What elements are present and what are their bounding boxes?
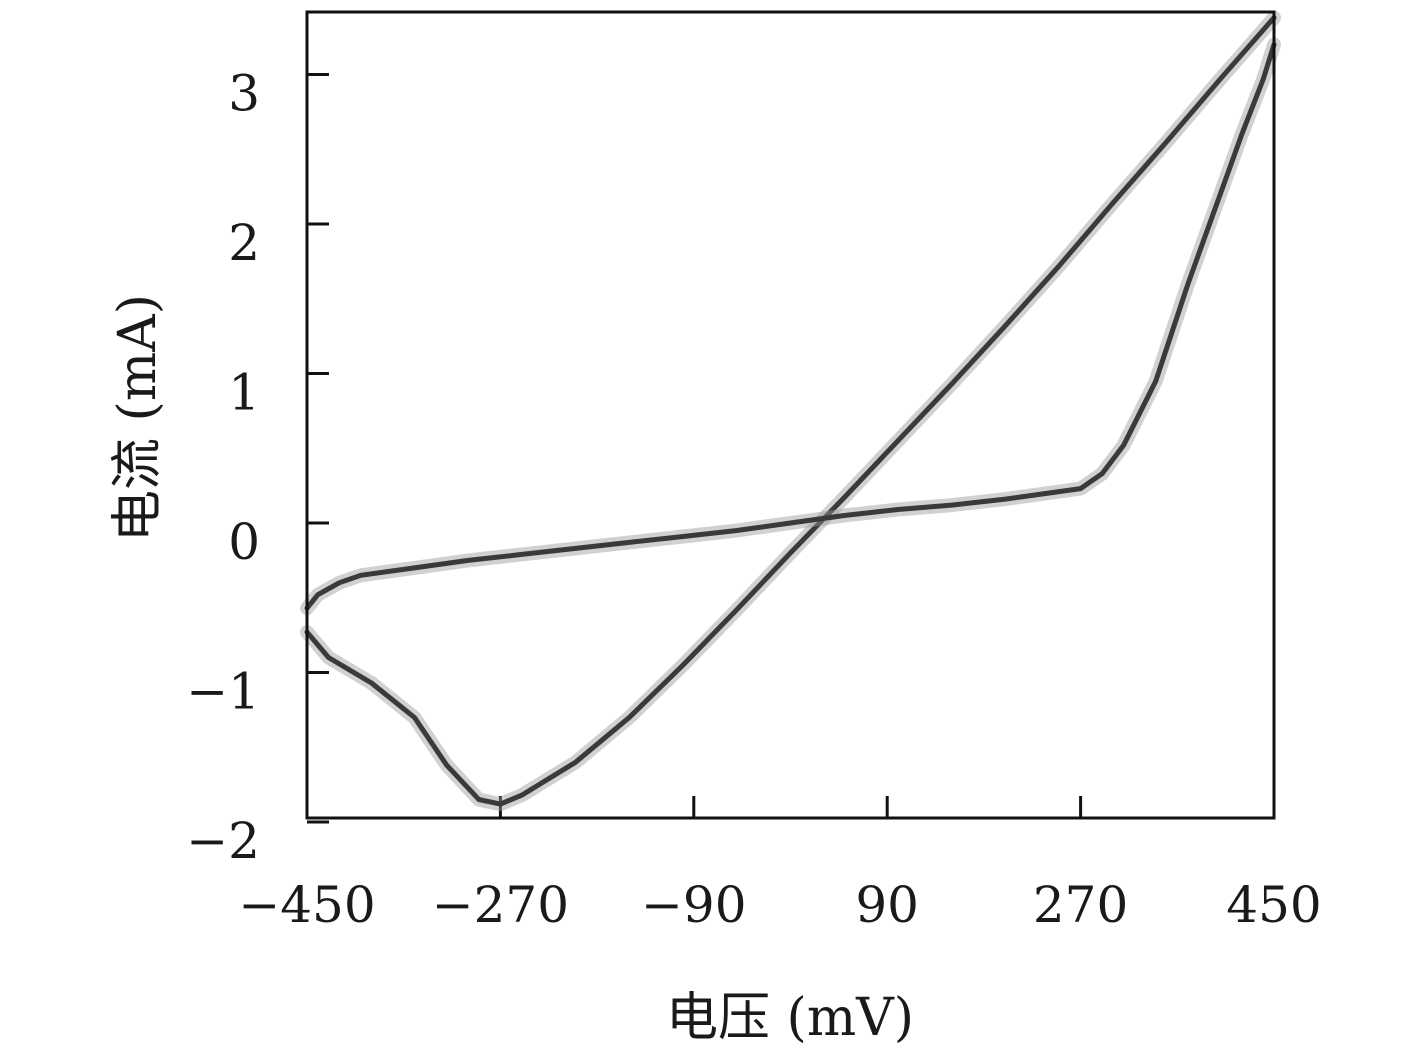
tick-labels-group: −450 −270 −90 90 270 450 −2 −1 0 1 2 3 [186, 65, 1321, 935]
y-tick-label: 3 [228, 65, 260, 123]
y-tick-label: 1 [228, 364, 260, 422]
x-tick-label: −450 [238, 876, 375, 934]
x-tick-label: −90 [641, 876, 747, 934]
series-0-line [304, 15, 1277, 807]
y-axis-title: 电流 (mA) [108, 294, 168, 542]
plot-frame [305, 10, 1276, 820]
series-1-line [304, 42, 1277, 611]
x-tick-label: 270 [1033, 876, 1128, 934]
series-0-halo [300, 10, 1281, 812]
y-tick-label: −1 [186, 663, 260, 721]
x-tick-label: 450 [1226, 876, 1321, 934]
curves-group [300, 10, 1281, 812]
y-tick-label: 2 [228, 214, 260, 272]
x-tick-label: 90 [855, 876, 919, 934]
y-tick-label: −2 [186, 812, 260, 870]
x-tick-label: −270 [432, 876, 569, 934]
y-tick-label: 0 [228, 513, 260, 571]
x-axis-title: 电压 (mV) [666, 988, 914, 1048]
